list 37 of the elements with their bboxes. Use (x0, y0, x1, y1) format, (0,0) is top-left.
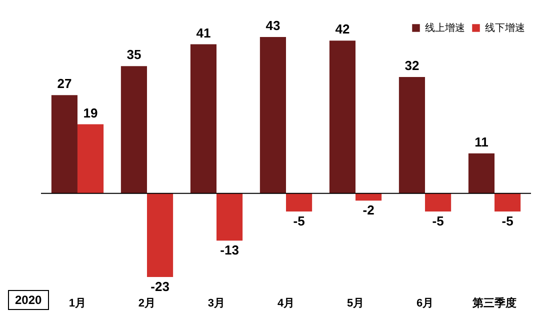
data-label: -2 (362, 202, 374, 218)
x-tick-label: 4月 (277, 298, 295, 310)
bar (260, 37, 286, 194)
bar (51, 95, 78, 194)
x-tick-label: 5月 (346, 298, 364, 310)
legend-label: 线下增速 (485, 22, 525, 34)
legend-label: 线上增速 (425, 22, 465, 34)
bar (120, 66, 147, 194)
bar (398, 77, 426, 194)
data-label: 11 (474, 134, 488, 150)
bar (494, 193, 521, 212)
x-tick-label: 6月 (416, 298, 434, 310)
bar (329, 40, 356, 194)
bar (146, 193, 174, 277)
data-label: -5 (432, 214, 444, 229)
bar (286, 193, 312, 212)
data-label: 32 (404, 58, 420, 73)
data-label: 42 (335, 22, 350, 37)
text: 2020 (8, 290, 49, 310)
data-label: -13 (220, 242, 239, 258)
data-label: 35 (126, 47, 142, 62)
bar (468, 153, 495, 194)
data-label: 43 (266, 18, 280, 33)
bar (216, 193, 243, 241)
bar (77, 124, 104, 194)
data-label: 41 (196, 25, 211, 40)
x-tick-label: 第三季度 (472, 296, 517, 310)
x-tick-label: 3月 (208, 298, 226, 310)
bar (425, 193, 452, 212)
data-label: -5 (293, 214, 305, 229)
data-label: 27 (57, 76, 72, 92)
data-label: -5 (502, 214, 514, 229)
data-label: 19 (83, 105, 98, 120)
x-tick-label: 1月 (68, 298, 86, 310)
bar (190, 44, 216, 194)
data-label: -23 (150, 279, 170, 294)
x-tick-label: 2月 (138, 298, 156, 310)
